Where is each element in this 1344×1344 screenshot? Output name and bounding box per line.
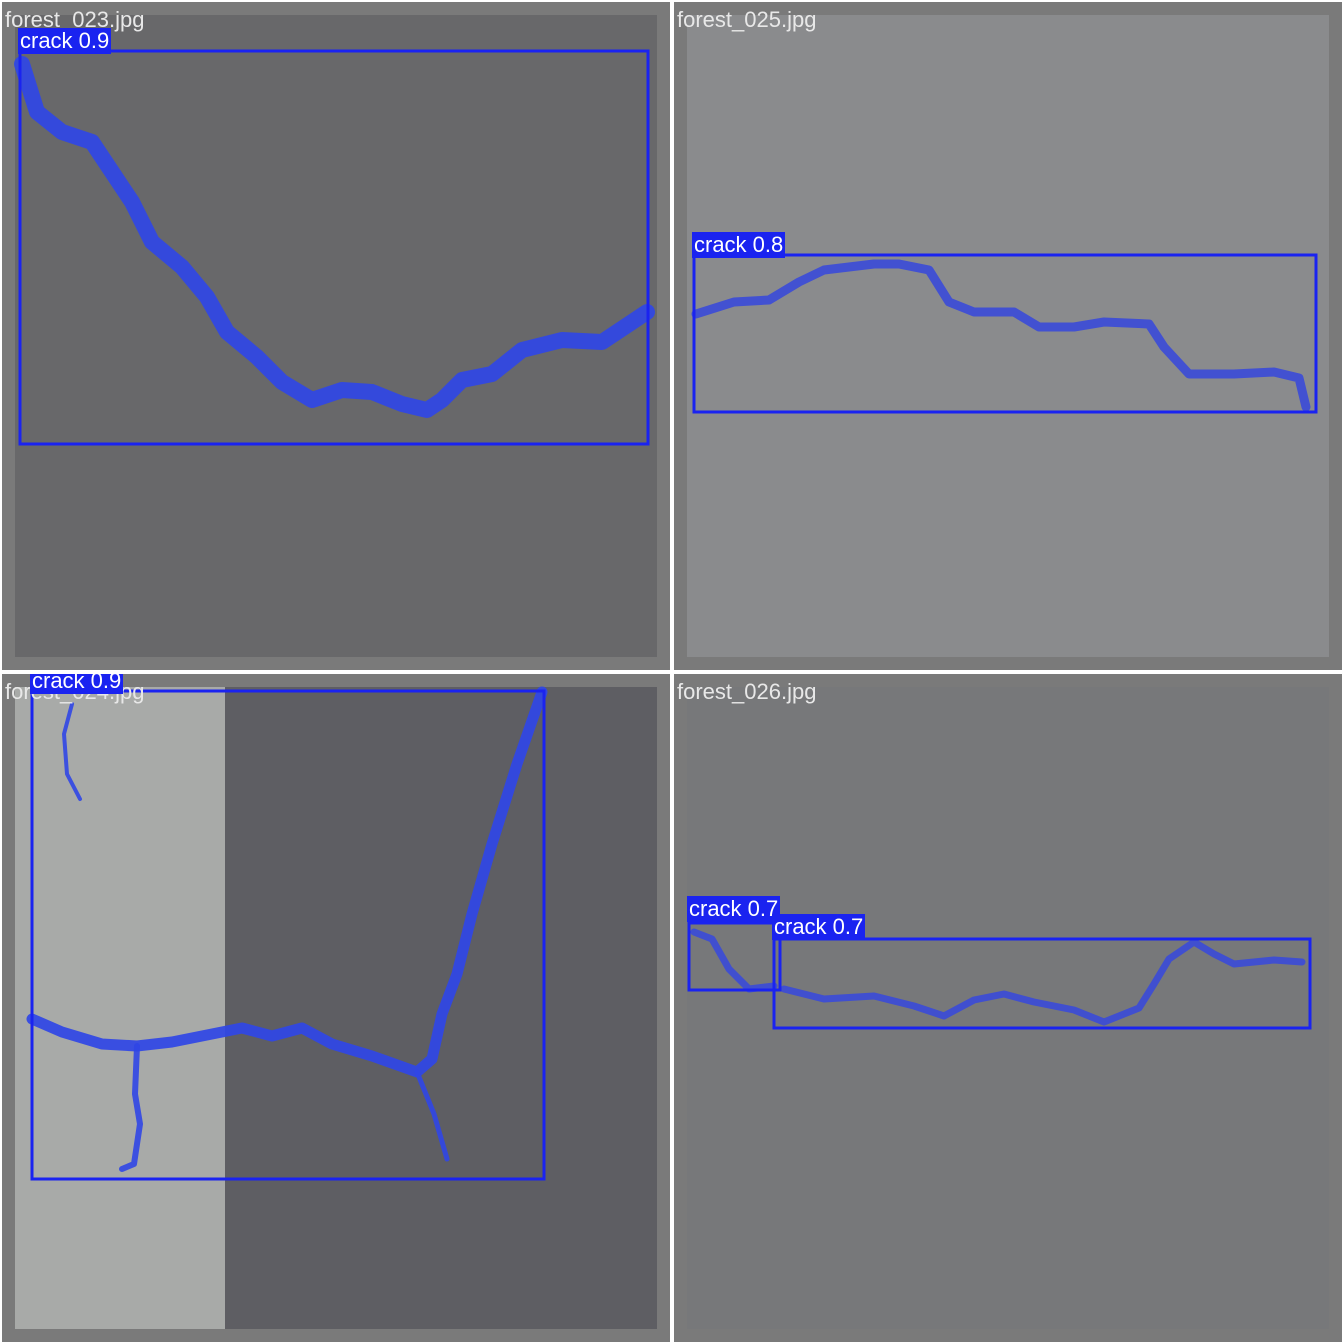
crack-mask (62, 702, 82, 801)
image-filename: forest_026.jpg (677, 679, 817, 704)
image-tile-forest-026: forest_026.jpg crack 0.7 crack 0.7 (674, 674, 1342, 1342)
detection-label: crack 0.9 (18, 28, 112, 54)
asphalt-photo (687, 15, 1329, 657)
image-tile-forest-024: forest_024.jpg crack 0.9 (2, 674, 670, 1342)
image-filename: forest_023.jpg (5, 7, 145, 32)
crack-mask (119, 1043, 143, 1172)
detection-label: crack 0.7 (772, 914, 866, 940)
detection-label: crack 0.7 (687, 896, 781, 922)
tile-canvas (687, 15, 1329, 657)
tile-canvas (14, 15, 657, 657)
image-tile-forest-023: forest_023.jpg crack 0.9 (2, 2, 670, 670)
painted-lane (15, 687, 225, 1329)
tile-canvas (687, 687, 1329, 1329)
crack-mask (780, 938, 1306, 1026)
detection-box (687, 921, 782, 992)
detection-box (772, 937, 1312, 1030)
asphalt-photo (687, 687, 1329, 1329)
tile-canvas (15, 686, 657, 1329)
detection-label: crack 0.9 (30, 674, 124, 694)
detection-box (18, 49, 650, 446)
crack-mask (14, 56, 655, 418)
detection-box (692, 253, 1318, 414)
crack-mask (690, 928, 778, 993)
crack-mask (414, 1069, 450, 1162)
image-filename: forest_025.jpg (677, 7, 817, 32)
detection-box (30, 689, 546, 1181)
crack-mask (691, 259, 1311, 412)
image-tile-forest-025: forest_025.jpg crack 0.8 (674, 2, 1342, 670)
detection-label: crack 0.8 (692, 232, 786, 258)
